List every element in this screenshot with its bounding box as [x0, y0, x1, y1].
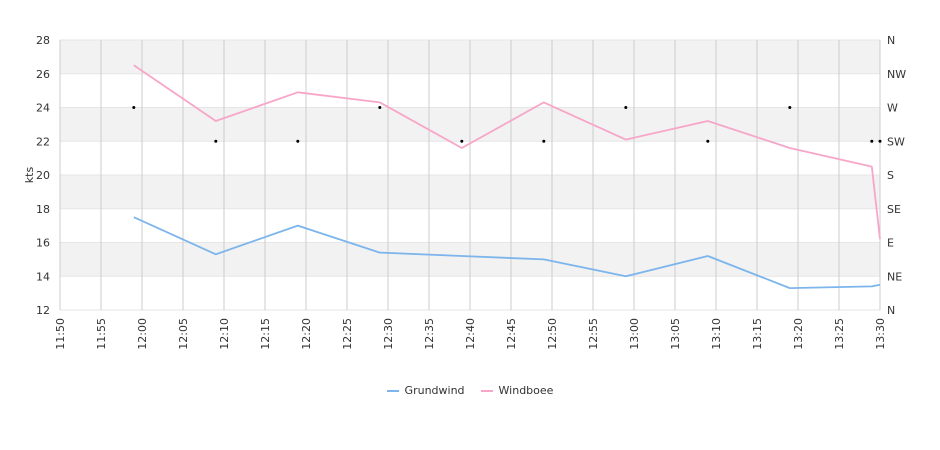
- direction-marker: [870, 139, 874, 143]
- grid-lines: [59, 39, 881, 311]
- x-tick-label: 13:10: [710, 318, 723, 350]
- x-tick-label: 12:30: [382, 318, 395, 350]
- x-tick-label: 13:00: [628, 318, 641, 350]
- x-tick-label: 13:05: [669, 318, 682, 350]
- y-tick-label: 28: [36, 34, 50, 47]
- y-tick-label: 24: [36, 102, 50, 115]
- direction-marker: [378, 106, 382, 109]
- x-tick-label: 12:15: [259, 318, 272, 350]
- series-lines: [133, 64, 881, 290]
- y-tick-label: 18: [36, 203, 50, 216]
- x-tick-label: 12:10: [218, 318, 231, 350]
- x-tick-label: 13:25: [833, 318, 846, 350]
- y-tick-label: 14: [36, 270, 50, 283]
- x-axis: 11:50 11:55 12:00 12:05 12:10 12:15 12:20 12:25…: [54, 318, 887, 350]
- legend-label: Grundwind: [404, 384, 465, 397]
- x-tick-label: 12:50: [546, 318, 559, 350]
- x-tick-label: 12:40: [464, 318, 477, 350]
- right-tick-label: N: [887, 34, 895, 47]
- direction-marker: [132, 106, 136, 109]
- x-tick-label: 12:00: [136, 318, 149, 350]
- legend-label: Windboee: [498, 384, 554, 397]
- x-tick-label: 13:30: [874, 318, 887, 350]
- x-tick-label: 12:25: [341, 318, 354, 350]
- x-tick-label: 12:20: [300, 318, 313, 350]
- y-axis-left: 12 14 16 18 20 22 24 26 28: [36, 34, 50, 317]
- y-tick-label: 12: [36, 304, 50, 317]
- series-line-grundwind: [133, 216, 881, 290]
- x-tick-label: 12:35: [423, 318, 436, 350]
- legend-swatch: [386, 389, 399, 392]
- x-tick-label: 13:20: [792, 318, 805, 350]
- direction-marker: [878, 139, 882, 143]
- y-tick-label: 22: [36, 135, 50, 148]
- direction-marker: [542, 139, 546, 143]
- right-tick-label: SE: [887, 203, 901, 216]
- y-axis-title: kts: [23, 167, 36, 184]
- legend: Grundwind Windboee: [0, 384, 940, 397]
- right-tick-label: E: [887, 237, 894, 250]
- y-axis-right: N NE E SE S SW W NW N: [887, 34, 906, 317]
- x-tick-label: 11:55: [95, 318, 108, 350]
- y-tick-label: 26: [36, 68, 50, 81]
- direction-marker: [788, 106, 792, 109]
- legend-item-grundwind[interactable]: Grundwind: [386, 384, 465, 397]
- x-tick-label: 12:05: [177, 318, 190, 350]
- direction-marker: [214, 139, 218, 143]
- legend-item-windboee[interactable]: Windboee: [480, 384, 554, 397]
- x-tick-label: 12:45: [505, 318, 518, 350]
- right-tick-label: W: [887, 102, 898, 115]
- legend-swatch: [480, 389, 493, 392]
- right-tick-label: SW: [887, 135, 905, 148]
- direction-markers: [132, 106, 882, 143]
- x-tick-label: 12:55: [587, 318, 600, 350]
- x-tick-label: 11:50: [54, 318, 67, 350]
- direction-marker: [706, 139, 710, 143]
- right-tick-label: NW: [887, 68, 906, 81]
- x-tick-label: 13:15: [751, 318, 764, 350]
- y-tick-label: 20: [36, 169, 50, 182]
- right-tick-label: NE: [887, 270, 902, 283]
- direction-marker: [624, 106, 628, 109]
- series-line-windboee: [133, 64, 881, 240]
- y-tick-label: 16: [36, 237, 50, 250]
- right-tick-label: S: [887, 169, 894, 182]
- direction-marker: [296, 139, 300, 143]
- direction-marker: [460, 139, 464, 143]
- right-tick-label: N: [887, 304, 895, 317]
